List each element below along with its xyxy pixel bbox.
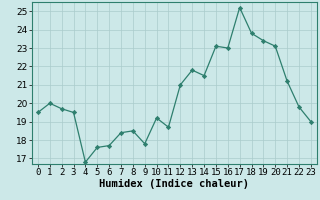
X-axis label: Humidex (Indice chaleur): Humidex (Indice chaleur) — [100, 179, 249, 189]
